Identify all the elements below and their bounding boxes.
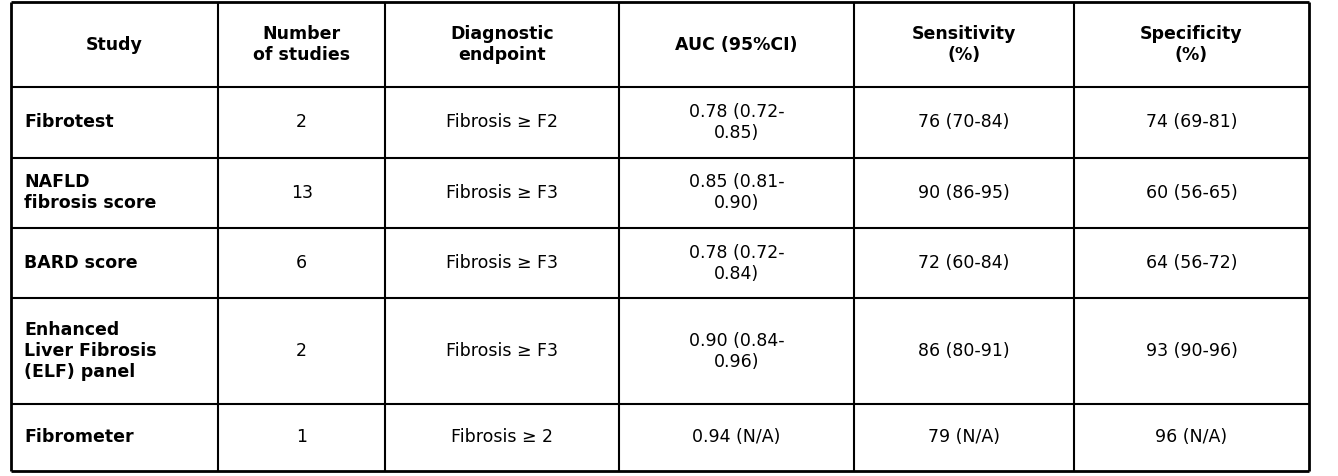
Text: 6: 6 xyxy=(296,254,308,272)
Text: 2: 2 xyxy=(296,342,308,360)
Text: Fibrosis ≥ 2: Fibrosis ≥ 2 xyxy=(451,428,554,446)
Text: Diagnostic
endpoint: Diagnostic endpoint xyxy=(451,25,554,64)
Text: 93 (90-96): 93 (90-96) xyxy=(1145,342,1238,360)
Text: NAFLD
fibrosis score: NAFLD fibrosis score xyxy=(24,173,157,212)
Text: 76 (70-84): 76 (70-84) xyxy=(918,113,1010,131)
Text: Sensitivity
(%): Sensitivity (%) xyxy=(911,25,1017,64)
Text: 60 (56-65): 60 (56-65) xyxy=(1145,184,1238,202)
Text: Fibrosis ≥ F3: Fibrosis ≥ F3 xyxy=(447,254,558,272)
Text: 13: 13 xyxy=(290,184,313,202)
Text: 96 (N/A): 96 (N/A) xyxy=(1156,428,1227,446)
Text: 0.78 (0.72-
0.84): 0.78 (0.72- 0.84) xyxy=(689,244,784,283)
Text: Enhanced
Liver Fibrosis
(ELF) panel: Enhanced Liver Fibrosis (ELF) panel xyxy=(24,321,157,381)
Text: 0.85 (0.81-
0.90): 0.85 (0.81- 0.90) xyxy=(689,173,784,212)
Text: 0.94 (N/A): 0.94 (N/A) xyxy=(692,428,781,446)
Text: BARD score: BARD score xyxy=(24,254,138,272)
Text: 72 (60-84): 72 (60-84) xyxy=(918,254,1010,272)
Text: Fibrosis ≥ F3: Fibrosis ≥ F3 xyxy=(447,342,558,360)
Text: Number
of studies: Number of studies xyxy=(253,25,351,64)
Text: Fibrotest: Fibrotest xyxy=(24,113,114,131)
Text: Fibrosis ≥ F3: Fibrosis ≥ F3 xyxy=(447,184,558,202)
Text: 86 (80-91): 86 (80-91) xyxy=(918,342,1010,360)
Text: 64 (56-72): 64 (56-72) xyxy=(1145,254,1238,272)
Text: Specificity
(%): Specificity (%) xyxy=(1140,25,1243,64)
Text: 1: 1 xyxy=(296,428,308,446)
Text: Fibrosis ≥ F2: Fibrosis ≥ F2 xyxy=(447,113,558,131)
Text: 0.90 (0.84-
0.96): 0.90 (0.84- 0.96) xyxy=(689,332,784,371)
Text: 74 (69-81): 74 (69-81) xyxy=(1145,113,1238,131)
Text: 2: 2 xyxy=(296,113,308,131)
Text: 90 (86-95): 90 (86-95) xyxy=(918,184,1010,202)
Text: 79 (N/A): 79 (N/A) xyxy=(929,428,999,446)
Text: AUC (95%CI): AUC (95%CI) xyxy=(676,36,797,54)
Text: 0.78 (0.72-
0.85): 0.78 (0.72- 0.85) xyxy=(689,103,784,142)
Text: Fibrometer: Fibrometer xyxy=(24,428,134,446)
Text: Study: Study xyxy=(86,36,143,54)
